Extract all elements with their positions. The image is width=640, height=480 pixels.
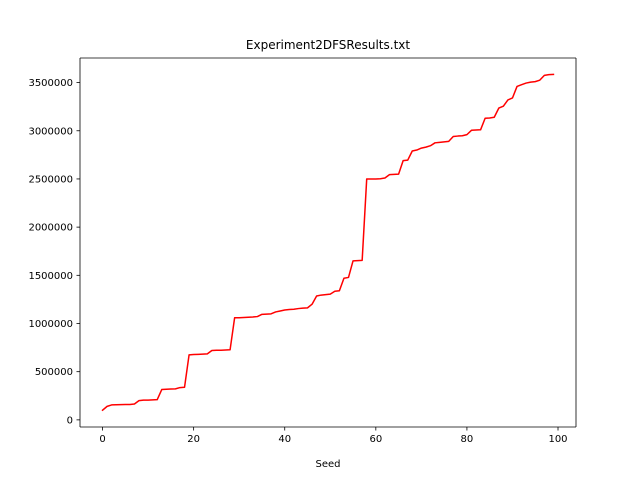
x-tick-label: 20	[187, 434, 200, 445]
x-axis-ticks: 0 20 40 60 80 100	[99, 427, 568, 445]
y-tick-label: 1000000	[28, 319, 73, 330]
x-axis-label: Seed	[316, 459, 341, 470]
y-tick-label: 3500000	[28, 78, 73, 89]
plot-area	[80, 58, 576, 427]
y-tick-label: 3000000	[28, 126, 73, 137]
x-tick-label: 40	[278, 434, 291, 445]
x-tick-label: 60	[369, 434, 382, 445]
series-line	[101, 73, 555, 412]
y-tick-label: 2500000	[28, 174, 73, 185]
x-tick-label: 0	[99, 434, 105, 445]
y-tick-label: 500000	[35, 367, 73, 378]
y-tick-label: 0	[67, 415, 73, 426]
x-tick-label: 80	[461, 434, 474, 445]
series-layer	[101, 73, 555, 412]
y-tick-label: 2000000	[28, 223, 73, 234]
y-axis-ticks: 0 500000 1000000 1500000 2000000 2500000 30000…	[28, 78, 80, 426]
chart-title: Experiment2DFSResults.txt	[246, 38, 410, 52]
x-tick-label: 100	[548, 434, 567, 445]
axes-frame	[79, 57, 577, 428]
y-tick-label: 1500000	[28, 271, 73, 282]
